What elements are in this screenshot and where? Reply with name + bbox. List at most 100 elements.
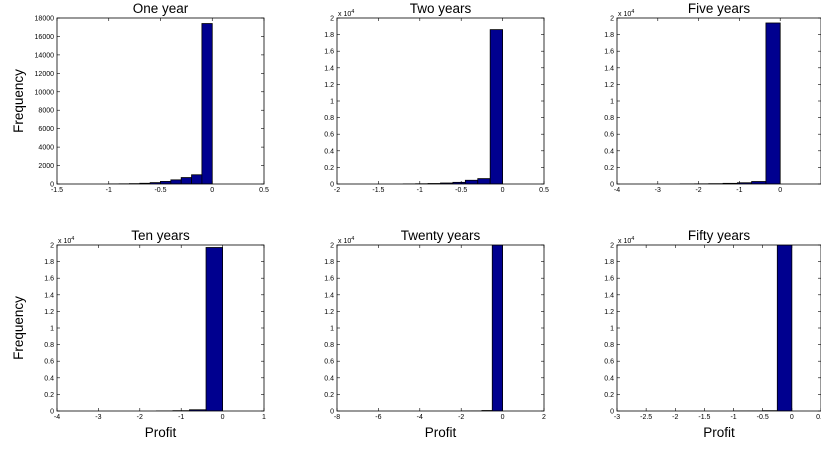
histogram-bar <box>202 24 212 184</box>
bar-group <box>403 30 502 184</box>
x-tick-label: -8 <box>334 414 340 421</box>
x-tick-label: -2 <box>672 414 678 421</box>
y-tick-label: 12000 <box>35 71 55 78</box>
y-tick-label: 6000 <box>38 126 54 133</box>
y-tick-label: 0 <box>330 409 334 416</box>
histogram-bar <box>206 247 223 411</box>
y-tick-label: 0.8 <box>324 115 334 122</box>
y-tick-label: 1.2 <box>324 309 334 316</box>
y-tick-label: 8000 <box>38 108 54 115</box>
x-tick-label: -4 <box>417 414 423 421</box>
y-tick-label: 0.6 <box>604 132 614 139</box>
y-tick-label: 14000 <box>35 52 55 59</box>
x-tick-label: -1 <box>730 414 736 421</box>
histogram-panel: -3-2.5-2-1.5-1-0.500.500.20.40.60.811.21… <box>604 228 821 440</box>
x-tick-label: 0.5 <box>539 187 549 194</box>
x-tick-label: -1 <box>417 187 423 194</box>
x-tick-label: -1 <box>106 187 112 194</box>
x-tick-label: -4 <box>54 414 60 421</box>
x-tick-label: -0.5 <box>154 187 166 194</box>
x-tick-label: -1.5 <box>372 187 384 194</box>
x-tick-label: -2 <box>137 414 143 421</box>
y-tick-label: 1.2 <box>44 309 54 316</box>
x-tick-label: 0.5 <box>816 414 821 421</box>
x-tick-label: -2 <box>334 187 340 194</box>
y-tick-label: 1.8 <box>44 259 54 266</box>
y-tick-label: 1 <box>610 326 614 333</box>
y-tick-label: 1 <box>330 99 334 106</box>
x-axis-label: Profit <box>703 425 735 440</box>
y-exponent-label: x 104 <box>338 9 354 18</box>
y-tick-label: 0.2 <box>604 392 614 399</box>
y-tick-label: 0 <box>330 182 334 189</box>
y-tick-label: 1.4 <box>604 292 614 299</box>
y-tick-label: 0.2 <box>324 392 334 399</box>
y-tick-label: 4000 <box>38 145 54 152</box>
x-tick-label: 0 <box>210 187 214 194</box>
y-axis-label: Frequency <box>11 296 26 360</box>
x-tick-label: -1.5 <box>698 414 710 421</box>
y-tick-label: 1.8 <box>604 259 614 266</box>
y-tick-label: 2 <box>610 16 614 23</box>
y-tick-label: 0.4 <box>604 375 614 382</box>
axes-frame <box>337 245 544 411</box>
bar-group <box>156 247 222 411</box>
y-tick-label: 1.8 <box>324 259 334 266</box>
x-tick-label: -3 <box>655 187 661 194</box>
x-tick-label: 2 <box>542 414 546 421</box>
x-tick-label: -1 <box>178 414 184 421</box>
y-tick-label: 0.6 <box>324 359 334 366</box>
y-tick-label: 0.2 <box>324 165 334 172</box>
bar-group <box>680 23 780 184</box>
chart-title: Five years <box>688 1 751 16</box>
y-tick-label: 1 <box>610 99 614 106</box>
y-tick-label: 0 <box>50 182 54 189</box>
chart-title: Two years <box>410 1 472 16</box>
y-tick-label: 0.6 <box>44 359 54 366</box>
y-tick-label: 0.2 <box>604 165 614 172</box>
chart-title: One year <box>133 1 189 16</box>
y-tick-label: 2000 <box>38 163 54 170</box>
histogram-bar <box>766 23 780 184</box>
y-tick-label: 10000 <box>35 89 55 96</box>
y-tick-label: 0.4 <box>324 375 334 382</box>
y-tick-label: 0.4 <box>604 148 614 155</box>
histogram-bar <box>181 178 191 184</box>
x-tick-label: -2 <box>458 414 464 421</box>
y-tick-label: 0.8 <box>44 342 54 349</box>
y-exponent-label: x 104 <box>338 236 354 245</box>
x-tick-label: 0 <box>790 414 794 421</box>
x-tick-label: -3 <box>614 414 620 421</box>
y-tick-label: 2 <box>330 243 334 250</box>
y-tick-label: 1.6 <box>44 276 54 283</box>
y-tick-label: 0.4 <box>324 148 334 155</box>
y-tick-label: 0.8 <box>604 115 614 122</box>
histogram-bar <box>478 179 490 184</box>
x-tick-label: -1 <box>736 187 742 194</box>
y-tick-label: 1.4 <box>324 65 334 72</box>
y-tick-label: 16000 <box>35 34 55 41</box>
axes-frame <box>617 18 821 184</box>
y-tick-label: 2 <box>610 243 614 250</box>
y-tick-label: 0 <box>50 409 54 416</box>
y-tick-label: 1.8 <box>324 32 334 39</box>
x-tick-label: -4 <box>614 187 620 194</box>
histogram-bar <box>777 245 792 411</box>
histogram-bar <box>171 180 181 184</box>
x-tick-label: 0 <box>501 414 505 421</box>
chart-title: Twenty years <box>401 228 481 243</box>
x-tick-label: -2 <box>695 187 701 194</box>
y-tick-label: 0.8 <box>324 342 334 349</box>
y-tick-label: 0.2 <box>44 392 54 399</box>
x-tick-label: -0.5 <box>455 187 467 194</box>
y-tick-label: 1 <box>50 326 54 333</box>
y-exponent-label: x 104 <box>58 236 74 245</box>
y-tick-label: 1.2 <box>604 82 614 89</box>
x-tick-label: -6 <box>375 414 381 421</box>
y-tick-label: 0 <box>610 182 614 189</box>
x-tick-label: -3 <box>95 414 101 421</box>
y-exponent-label: x 104 <box>618 9 634 18</box>
